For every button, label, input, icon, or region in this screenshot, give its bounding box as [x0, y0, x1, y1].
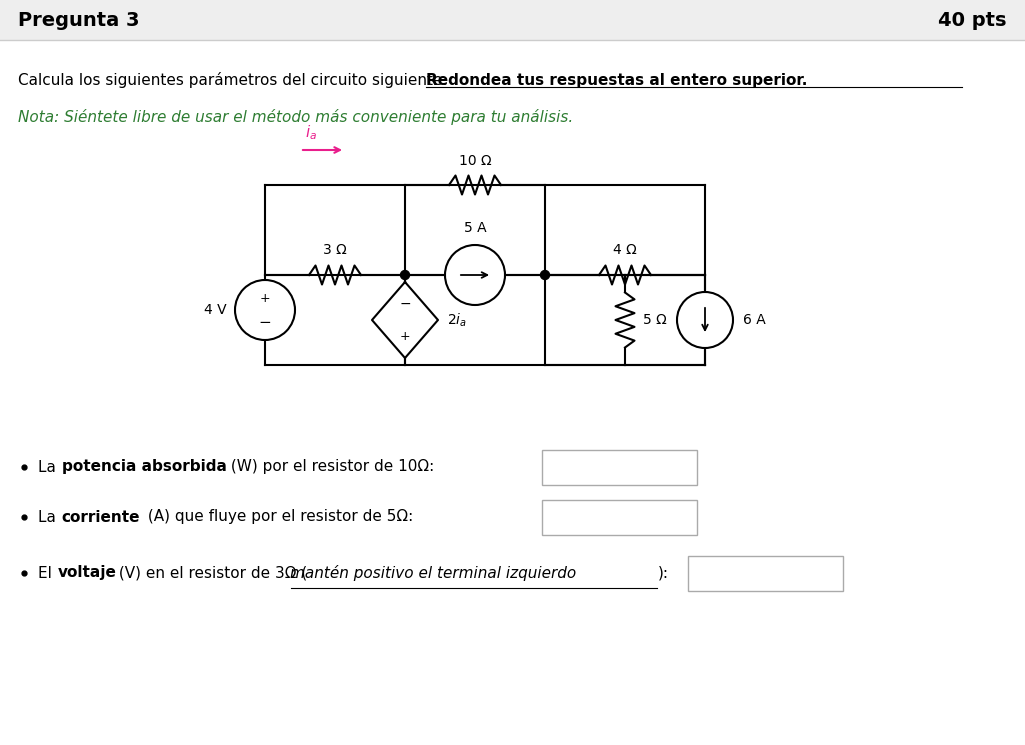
FancyBboxPatch shape	[0, 0, 1025, 40]
Text: 10 Ω: 10 Ω	[459, 154, 491, 168]
Text: potencia absorbida: potencia absorbida	[62, 460, 227, 475]
Text: (V) en el resistor de 3Ω (: (V) en el resistor de 3Ω (	[114, 565, 306, 580]
Text: $i_a$: $i_a$	[305, 124, 317, 142]
Text: +: +	[400, 329, 410, 343]
Text: La: La	[38, 510, 60, 524]
Text: Nota: Siéntete libre de usar el método más conveniente para tu análisis.: Nota: Siéntete libre de usar el método m…	[18, 109, 573, 125]
Text: Calcula los siguientes parámetros del circuito siguiente.: Calcula los siguientes parámetros del ci…	[18, 72, 452, 88]
Text: Redondea tus respuestas al entero superior.: Redondea tus respuestas al entero superi…	[426, 72, 808, 87]
Text: 2$i_a$: 2$i_a$	[447, 311, 467, 329]
Text: 4 V: 4 V	[204, 303, 227, 317]
Text: 6 A: 6 A	[743, 313, 766, 327]
Text: ):: ):	[657, 565, 668, 580]
Text: Pregunta 3: Pregunta 3	[18, 11, 139, 30]
Text: −: −	[258, 314, 272, 329]
Text: −: −	[399, 297, 411, 311]
Text: 5 Ω: 5 Ω	[643, 313, 666, 327]
Circle shape	[445, 245, 505, 305]
FancyBboxPatch shape	[542, 499, 697, 534]
Circle shape	[235, 280, 295, 340]
Text: 4 Ω: 4 Ω	[613, 243, 637, 257]
FancyBboxPatch shape	[542, 449, 697, 484]
Polygon shape	[372, 282, 438, 358]
Circle shape	[676, 292, 733, 348]
Text: +: +	[259, 291, 271, 305]
Text: 5 A: 5 A	[463, 221, 486, 235]
Text: voltaje: voltaje	[57, 565, 117, 580]
Text: 40 pts: 40 pts	[939, 11, 1007, 30]
Circle shape	[540, 270, 549, 279]
FancyBboxPatch shape	[688, 556, 843, 591]
Text: (W) por el resistor de 10Ω:: (W) por el resistor de 10Ω:	[226, 460, 434, 475]
Text: El: El	[38, 565, 56, 580]
Text: (A) que fluye por el resistor de 5Ω:: (A) que fluye por el resistor de 5Ω:	[144, 510, 413, 524]
Circle shape	[401, 270, 410, 279]
Text: 3 Ω: 3 Ω	[323, 243, 346, 257]
Text: La: La	[38, 460, 60, 475]
Text: corriente: corriente	[62, 510, 140, 524]
Text: mantén positivo el terminal izquierdo: mantén positivo el terminal izquierdo	[290, 565, 577, 581]
